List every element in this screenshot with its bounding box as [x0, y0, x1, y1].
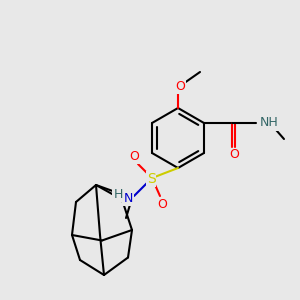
Text: O: O	[175, 80, 185, 92]
Text: O: O	[129, 149, 139, 163]
Text: NH: NH	[260, 116, 279, 130]
Text: O: O	[229, 148, 239, 161]
Text: H: H	[113, 188, 123, 200]
Text: N: N	[123, 191, 133, 205]
Text: S: S	[147, 172, 155, 186]
Text: O: O	[157, 197, 167, 211]
